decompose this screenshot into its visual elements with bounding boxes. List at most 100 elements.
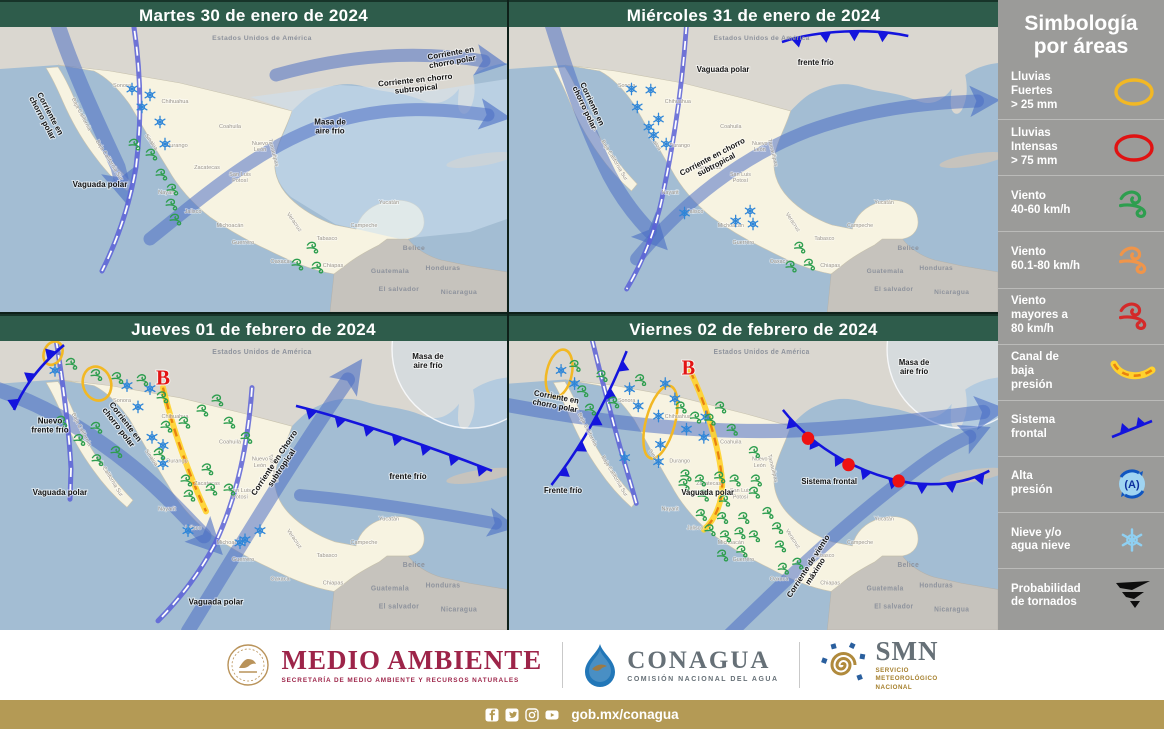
- map-label: Nuevo León: [252, 457, 268, 469]
- conagua-subtitle: COMISIÓN NACIONAL DEL AGUA: [627, 675, 779, 683]
- legend-item-sistema-frontal: Sistema frontal: [998, 399, 1164, 456]
- map-label: Guatemala: [867, 268, 904, 275]
- map-label: Campeche: [350, 540, 377, 546]
- snow-glyph: [1121, 528, 1143, 553]
- high-pressure-arc: [391, 341, 507, 429]
- map-label: Chihuahua: [161, 414, 189, 420]
- conagua-title: CONAGUA: [627, 646, 771, 674]
- map-label: Zacatecas: [696, 165, 721, 171]
- map-label: Oaxaca: [770, 259, 790, 265]
- map-label: Michoacán: [718, 223, 744, 229]
- jet-stream-arrow: [509, 398, 991, 439]
- map-label: Estados Unidos de América: [212, 349, 311, 356]
- legend-item-label: Sistema frontal: [1011, 414, 1056, 441]
- map-label: Nuevo León: [252, 141, 268, 153]
- intense-rain-dot: [801, 431, 815, 445]
- arrowhead: [973, 395, 998, 431]
- map-label: Michoacán: [216, 223, 243, 229]
- legend-item-label: Probabilidad de tornados: [1011, 582, 1081, 609]
- map-label: Honduras: [919, 582, 953, 589]
- viento-40-60-icon: [1119, 190, 1147, 218]
- medio-ambiente-title: MEDIO AMBIENTE: [281, 644, 543, 675]
- legend-item-viento-mayor-80: Viento mayores a 80 km/h: [998, 287, 1164, 344]
- arrowhead: [477, 98, 507, 130]
- map-label: frente frío: [798, 58, 834, 67]
- map-label: Honduras: [426, 265, 461, 272]
- arrowhead: [473, 44, 507, 76]
- map-label: Zacatecas: [194, 481, 220, 487]
- wind-40-60-glyph: [1119, 190, 1147, 218]
- legend-item-label: Viento mayores a 80 km/h: [1011, 295, 1068, 335]
- map-label: Coahuila: [720, 439, 742, 445]
- legend-item-tornados: Probabilidad de tornados: [998, 567, 1164, 624]
- instagram-icon[interactable]: [525, 707, 540, 722]
- map-label: Tabasco: [317, 553, 338, 559]
- rain-area-ellipse: [42, 341, 64, 367]
- map-label: Vaguada polar: [33, 488, 88, 497]
- map-label: Sonora: [113, 398, 132, 404]
- map-label: Chiapas: [323, 263, 344, 269]
- arrowhead: [101, 165, 137, 205]
- footer: MEDIO AMBIENTE SECRETARÍA DE MEDIO AMBIE…: [0, 630, 1164, 700]
- forecast-panel-friday: Viernes 02 de febrero de 2024 Estados Uni…: [509, 314, 998, 630]
- viento-60-80-icon: [1119, 246, 1147, 274]
- arrowhead: [329, 358, 363, 397]
- map-label: Nayarit: [662, 190, 680, 196]
- map-label: Coahuila: [219, 439, 242, 445]
- map-label: Sonora: [618, 398, 636, 404]
- lluvias-fuertes-icon: [1114, 78, 1154, 106]
- twitter-icon[interactable]: [505, 708, 519, 722]
- map-label: Estados Unidos de América: [212, 35, 312, 42]
- legend-item-label: Canal de baja presión: [1011, 351, 1059, 392]
- legend-item-label: Alta presión: [1011, 470, 1053, 497]
- map-label: Oaxaca: [770, 576, 789, 582]
- map-label: Coahuila: [720, 124, 742, 130]
- intense-rain-dot: [892, 474, 905, 488]
- map-label: Oaxaca: [270, 259, 290, 265]
- facebook-icon[interactable]: [485, 708, 499, 722]
- map-label: Coahuila: [219, 124, 242, 130]
- map-label: Campeche: [847, 540, 873, 546]
- map-label: San Luis Potosí: [730, 172, 751, 184]
- panel-date-title: Martes 30 de enero de 2024: [0, 0, 507, 27]
- map-label: Durango: [669, 143, 690, 149]
- forecast-panel-thursday: Jueves 01 de febrero de 2024 Estados Unid…: [0, 314, 507, 630]
- bottom-social-bar: gob.mx/conagua: [0, 700, 1164, 729]
- lluvias-intensas-icon: [1114, 134, 1154, 162]
- site-url[interactable]: gob.mx/conagua: [571, 707, 679, 722]
- alta-presion-icon: (A): [1119, 469, 1145, 499]
- legend-item-label: Lluvias Fuertes > 25 mm: [1011, 71, 1058, 111]
- jet-stream-arrow: [545, 27, 658, 239]
- map-label: Sonora: [113, 83, 132, 89]
- smn-spiral-icon: [820, 642, 865, 681]
- map-label: Yucatán: [379, 516, 399, 522]
- map-label: Chihuahua: [665, 414, 692, 420]
- forecast-panel-tuesday: Martes 30 de enero de 2024 Estados Unidos…: [0, 0, 507, 312]
- legend-item-canal-baja-presion: Canal de baja presión: [998, 343, 1164, 400]
- map-label: Michoacán: [216, 540, 243, 546]
- map-label: Belice: [897, 562, 919, 569]
- smn-subtitle: SERVICIO METEOROLÓGICO NACIONAL: [875, 667, 938, 691]
- map-label: Guatemala: [371, 268, 409, 275]
- medio-ambiente-logo: MEDIO AMBIENTE SECRETARÍA DE MEDIO AMBIE…: [225, 642, 542, 688]
- cold-air-mass-area: [250, 79, 507, 239]
- arrowhead: [956, 424, 991, 455]
- map-label: Yucatán: [874, 516, 893, 522]
- map-label: Yucatán: [874, 200, 894, 206]
- map-label: Estados Unidos de América: [714, 35, 810, 42]
- map-label: Tabasco: [814, 236, 834, 242]
- map-label: Guerrero: [232, 240, 254, 246]
- canal-baja-presion-icon: [1110, 360, 1156, 380]
- panel-date-title: Jueves 01 de febrero de 2024: [0, 314, 507, 341]
- legend-item-label: Viento 40-60 km/h: [1011, 190, 1071, 216]
- sistema-frontal-icon: [1111, 417, 1153, 439]
- smn-logo: SMN SERVICIO METEOROLÓGICO NACIONAL: [820, 638, 939, 691]
- map-label: B: [682, 356, 696, 380]
- youtube-icon[interactable]: [545, 708, 559, 722]
- tornados-icon: [1116, 581, 1150, 609]
- map-label: Masa de aire frío: [899, 358, 930, 376]
- legend-item-label: Lluvias Intensas > 75 mm: [1011, 127, 1058, 167]
- jet-stream-arrow: [50, 27, 129, 187]
- nieve-icon: [1121, 528, 1143, 553]
- mexico-seal-icon: [227, 644, 270, 686]
